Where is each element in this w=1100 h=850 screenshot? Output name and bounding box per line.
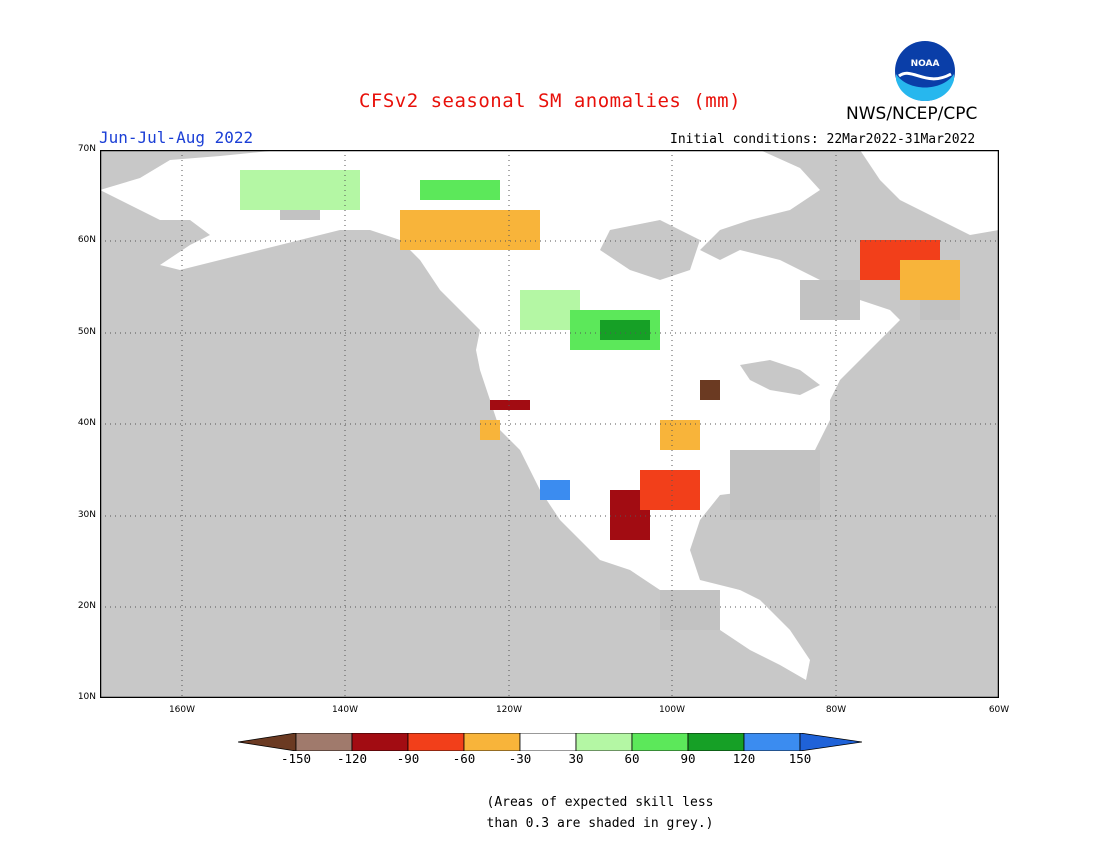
skill-note: (Areas of expected skill less than 0.3 a… — [470, 792, 730, 834]
lat-tick-label: 20N — [77, 601, 96, 611]
colorbar-bin — [351, 733, 409, 751]
lon-tick-label: 120W — [495, 705, 523, 715]
lat-tick-label: 70N — [77, 144, 96, 154]
colorbar-label: -60 — [452, 751, 476, 766]
skill-note-line: than 0.3 are shaded in grey.) — [486, 816, 714, 831]
colorbar-bin — [407, 733, 465, 751]
colorbar-bin — [295, 733, 353, 751]
map-frame — [99, 149, 1000, 699]
colorbar-bin — [631, 733, 689, 751]
colorbar-label: -120 — [336, 751, 368, 766]
map-svg — [99, 149, 1000, 699]
colorbar-bin — [575, 733, 633, 751]
lat-tick-label: 60N — [77, 235, 96, 245]
colorbar-high-arrow — [799, 733, 862, 751]
initial-conditions-label: Initial conditions: 22Mar2022-31Mar2022 — [670, 132, 976, 147]
season-label: Jun-Jul-Aug 2022 — [99, 128, 254, 147]
colorbar-bin — [519, 733, 577, 751]
colorbar-label: 30 — [568, 751, 584, 766]
anomaly-patches — [240, 170, 960, 540]
colorbar-label: 120 — [732, 751, 756, 766]
colorbar-low-arrow — [238, 733, 297, 751]
colorbar-bin — [687, 733, 745, 751]
gulf-of-mexico — [700, 510, 810, 590]
skill-note-line: (Areas of expected skill less — [486, 795, 714, 810]
lat-tick-label: 50N — [77, 327, 96, 337]
lon-tick-label: 160W — [168, 705, 196, 715]
lon-tick-label: 140W — [331, 705, 359, 715]
lon-tick-label: 60W — [988, 705, 1010, 715]
colorbar-label: -150 — [280, 751, 312, 766]
logo-text: NOAA — [911, 59, 940, 69]
lat-tick-label: 10N — [77, 692, 96, 702]
colorbar-label: -90 — [396, 751, 420, 766]
colorbar-bin — [743, 733, 801, 751]
lat-tick-label: 30N — [77, 510, 96, 520]
great-lakes — [740, 360, 820, 395]
colorbar-label: 60 — [624, 751, 640, 766]
greenland-land — [860, 150, 999, 235]
noaa-logo: NOAA — [895, 41, 955, 101]
colorbar — [238, 733, 862, 751]
colorbar-bin — [463, 733, 521, 751]
colorbar-label: 150 — [788, 751, 812, 766]
lon-tick-label: 100W — [658, 705, 686, 715]
lat-tick-label: 40N — [77, 418, 96, 428]
colorbar-label: 90 — [680, 751, 696, 766]
agency-label: NWS/NCEP/CPC — [846, 104, 978, 124]
hudson-bay — [600, 220, 700, 280]
north-america-land — [100, 150, 900, 680]
chart-title: CFSv2 seasonal SM anomalies (mm) — [358, 90, 742, 112]
colorbar-label: -30 — [508, 751, 532, 766]
lon-tick-label: 80W — [825, 705, 847, 715]
map-panel — [99, 149, 1000, 699]
